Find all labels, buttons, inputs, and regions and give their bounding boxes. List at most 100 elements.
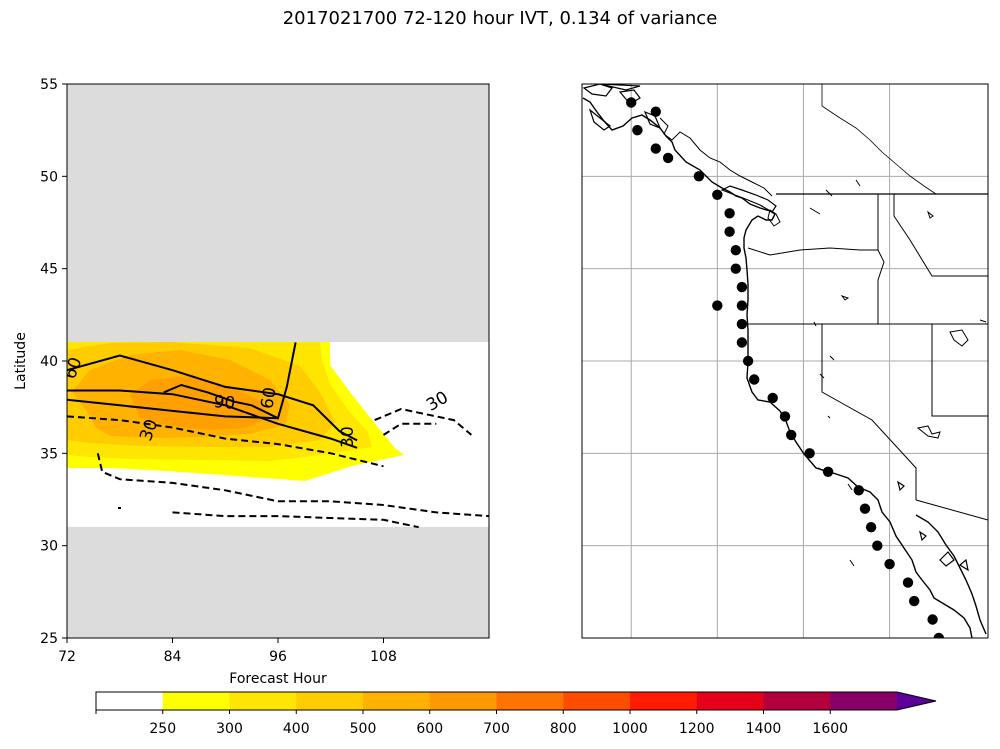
contour-line-solid — [67, 389, 358, 449]
gulf-of-california-coast — [915, 514, 987, 635]
x-tick-label: 96 — [269, 649, 287, 665]
y-tick-label: 50 — [40, 169, 58, 185]
colorbar-segment — [763, 692, 831, 710]
colorbar-segment — [563, 692, 631, 710]
colorbar-segment — [630, 692, 698, 710]
colorbar: 250 300 400 500 600 700 800 1000 1200 1400 1600 — [95, 691, 937, 737]
colorbar-segment — [496, 692, 564, 710]
y-axis: 25 30 35 40 45 50 55 — [40, 77, 67, 647]
contour-line-dashed — [374, 407, 473, 436]
coast-point — [927, 614, 938, 625]
coast-point — [749, 374, 760, 385]
y-tick-label: 40 — [40, 354, 58, 370]
colorbar-segment — [830, 692, 898, 710]
northern-islands — [582, 84, 662, 131]
colorbar-tick-label: 1600 — [812, 721, 848, 737]
colorbar-tick-label: 800 — [550, 721, 577, 737]
colorbar-segment — [162, 692, 230, 710]
coast-point — [736, 281, 748, 293]
canada-provincial-border — [821, 84, 937, 195]
coast-point — [859, 503, 871, 514]
state-borders — [747, 194, 988, 521]
coast-point — [650, 106, 661, 117]
coast-point — [853, 485, 864, 496]
coast-point — [736, 337, 748, 348]
map-panel — [581, 83, 989, 639]
coast-point — [712, 300, 723, 311]
colorbar-outline — [95, 691, 937, 711]
coast-point — [730, 263, 741, 274]
coast-point — [736, 300, 748, 311]
colorbar-tick-label: 400 — [283, 721, 310, 737]
coast-point — [767, 392, 778, 404]
coastal-points — [626, 97, 944, 638]
contour-line-dashed — [67, 415, 384, 468]
coast-point — [724, 208, 735, 219]
contour-line-dashed — [172, 511, 419, 529]
colorbar-tick-label: 250 — [149, 721, 176, 737]
contour-line-solid — [163, 342, 297, 420]
contour-line-solid — [67, 354, 358, 442]
coast-point — [736, 318, 748, 330]
contour-line-dashed — [382, 422, 437, 436]
coast-point — [724, 226, 735, 237]
y-tick-label: 30 — [40, 539, 58, 555]
coast-point — [742, 355, 754, 367]
colorbar-segment — [363, 692, 431, 710]
colorbar-segment — [229, 692, 297, 710]
y-tick-label: 45 — [40, 262, 58, 278]
colorbar-tick-label: 600 — [416, 721, 443, 737]
contour-label: 60 — [257, 386, 280, 411]
x-tick-label: 72 — [58, 649, 76, 665]
map-frame — [581, 83, 989, 639]
y-tick-label: 25 — [40, 631, 58, 647]
colorbar-segment — [429, 692, 497, 710]
bc-coast-detail — [659, 117, 773, 197]
x-tick-label: 84 — [164, 649, 182, 665]
coast-point — [865, 522, 877, 533]
coast-point — [650, 143, 661, 154]
map-gridlines — [582, 84, 988, 638]
coast-point — [822, 466, 834, 477]
coast-point — [626, 97, 637, 108]
contour-label: 30 — [338, 426, 358, 448]
colorbar-segment — [696, 692, 764, 710]
coast-point — [632, 125, 643, 136]
coast-point — [730, 245, 741, 256]
vancouver-island — [720, 185, 777, 213]
contour-lines — [67, 342, 489, 529]
colorbar-extend-arrow — [897, 692, 936, 710]
gulf-coast-east — [897, 480, 969, 572]
coast-point — [902, 577, 914, 588]
figure-title: 2017021700 72-120 hour IVT, 0.134 of var… — [282, 8, 718, 29]
coastline — [582, 97, 973, 638]
x-axis: 72 84 96 108 — [58, 638, 397, 665]
puget-sound — [767, 189, 833, 227]
y-axis-label: Latitude — [13, 332, 29, 390]
coast-point — [872, 540, 883, 551]
coast-point — [804, 448, 815, 459]
contour-line-solid — [67, 398, 279, 420]
coast-point — [786, 429, 797, 441]
coast-point — [909, 595, 920, 607]
colorbar-segment — [96, 692, 164, 710]
colorbar-segment — [296, 692, 364, 710]
colorbar-tick-label: 1200 — [679, 721, 715, 737]
y-tick-label: 55 — [40, 77, 58, 93]
colorbar-tick-label: 300 — [216, 721, 243, 737]
x-tick-label: 108 — [370, 649, 397, 665]
coast-point — [779, 411, 791, 422]
contour-panel: 60 90 60 30 30 30 72 84 96 108 253035404550… — [13, 77, 490, 687]
coast-point — [712, 189, 723, 200]
coast-point — [693, 171, 705, 182]
colorbar-tick-label: 1400 — [746, 721, 782, 737]
y-tick-label: 35 — [40, 446, 58, 462]
coast-point — [662, 152, 674, 164]
colorbar-tick-label: 500 — [350, 721, 377, 737]
x-axis-label: Forecast Hour — [229, 671, 327, 687]
coast-point — [933, 632, 944, 638]
coast-point — [884, 558, 895, 570]
colorbar-tick-label: 700 — [483, 721, 510, 737]
contour-line-dashed — [96, 453, 489, 518]
